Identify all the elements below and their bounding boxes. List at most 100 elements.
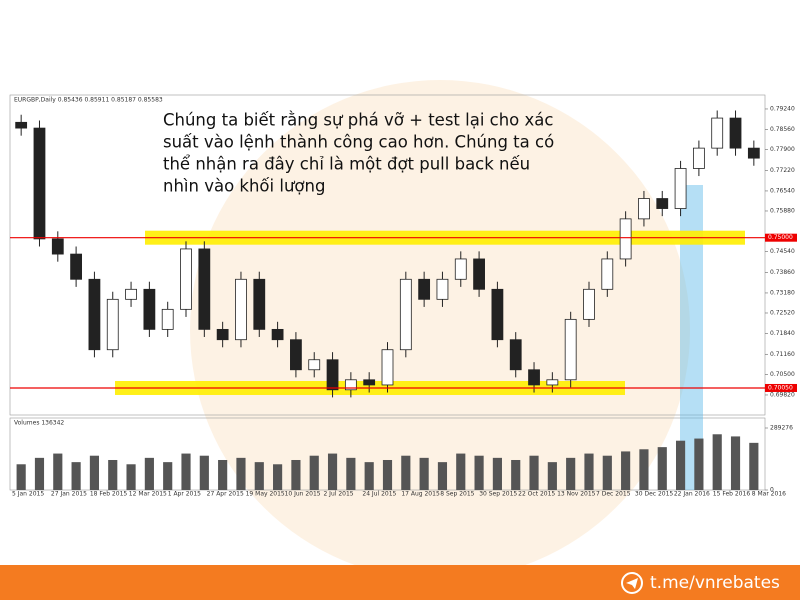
volume-bar (89, 455, 100, 490)
y-tick-label: 0.74540 (770, 248, 795, 255)
candle-body (491, 288, 504, 341)
candle-body (638, 198, 650, 220)
volume-bar (126, 464, 136, 490)
volume-bar (144, 457, 154, 490)
annotation-line: suất vào lệnh thành công cao hơn. Chúng … (163, 133, 554, 152)
candle-body (88, 278, 101, 351)
candle-body (674, 168, 687, 209)
x-tick-label: 19 May 2015 (246, 491, 285, 498)
candle-body (546, 379, 559, 386)
annotation-line: Chúng ta biết rằng sự phá vỡ + test lại … (163, 111, 553, 130)
volume-header: Volumes 136342 (14, 420, 64, 427)
candle-body (15, 121, 28, 129)
candle-body (216, 328, 229, 341)
watermark (190, 80, 690, 580)
candle-body (253, 278, 266, 330)
volume-bar (584, 453, 594, 490)
candle-body (198, 248, 211, 330)
y-tick-label: 0.76540 (770, 187, 795, 194)
x-tick-label: 15 Feb 2016 (713, 491, 751, 498)
volume-tick-label: 0 (770, 487, 774, 494)
x-tick-label: 10 Jun 2015 (285, 491, 321, 498)
candle-body (271, 328, 284, 341)
chart-header: EURGBP,Daily 0.85436 0.85911 0.85187 0.8… (14, 97, 163, 104)
volume-tick-label: 289276 (770, 425, 793, 432)
level-label: 0.70050 (768, 384, 793, 391)
candle-body (418, 278, 431, 300)
candle-body (601, 258, 614, 290)
candle-body (33, 127, 46, 240)
level-label-bg (765, 383, 797, 392)
volume-bar (602, 455, 612, 490)
candle-body (161, 308, 174, 330)
volume-bar (401, 455, 411, 490)
volume-bar (437, 462, 448, 490)
volume-bar (346, 457, 356, 490)
volume-bar (566, 457, 576, 490)
volume-bar (273, 464, 283, 490)
volume-bar (16, 464, 26, 490)
footer-link[interactable]: t.me/vnrebates (650, 573, 780, 593)
volume-bar (749, 442, 759, 490)
x-tick-label: 8 Mar 2016 (752, 491, 786, 498)
candle-body (51, 238, 64, 255)
candle-body (656, 198, 669, 209)
volume-bar (163, 462, 173, 490)
candle-body (399, 278, 412, 351)
x-tick-label: 8 Sep 2015 (440, 491, 474, 498)
candle-body (326, 359, 339, 391)
volume-bar (456, 453, 466, 490)
volume-bar (712, 434, 722, 490)
y-tick-label: 0.79240 (770, 105, 795, 112)
candle-body (528, 369, 540, 386)
annotation-line: nhìn vào khối lượng (163, 177, 325, 196)
x-tick-label: 17 Aug 2015 (401, 491, 440, 498)
volume-bar (53, 453, 63, 490)
volume-bar (34, 457, 45, 490)
candle-body (436, 278, 449, 300)
telegram-plane (626, 578, 638, 589)
y-tick-label: 0.77220 (770, 167, 795, 174)
x-tick-label: 13 Nov 2015 (557, 491, 596, 498)
y-tick-label: 0.78560 (770, 126, 795, 133)
candle-body (619, 218, 632, 260)
price-panel (9, 94, 766, 416)
volume-bar (291, 459, 301, 490)
candle-body (363, 379, 376, 386)
annotation: Chúng ta biết rằng sự phá vỡ + test lại … (163, 111, 554, 196)
volume-bar (529, 455, 539, 490)
footer-bar (0, 565, 800, 600)
x-tick-label: 5 Jan 2015 (12, 491, 44, 498)
level-label: 0.75000 (768, 234, 793, 241)
candle-body (509, 339, 522, 371)
volume-bar (199, 455, 209, 490)
x-tick-label: 27 Jan 2015 (51, 491, 87, 498)
candle-body (308, 359, 321, 371)
y-tick-label: 0.72520 (770, 309, 795, 316)
candle-body (711, 117, 724, 149)
annotation-line: thể nhận ra đây chỉ là một đợt pull back… (163, 155, 530, 174)
candle-body (235, 278, 247, 341)
x-tick-label: 30 Dec 2015 (635, 491, 674, 498)
volume-bar (382, 459, 393, 490)
y-tick-label: 0.71840 (770, 330, 795, 337)
volume-bar (621, 451, 631, 490)
volume-bar (236, 457, 246, 490)
volume-bar (547, 462, 557, 490)
x-tick-label: 12 Mar 2015 (129, 491, 167, 498)
volume-bar (327, 453, 338, 490)
candle-body (143, 288, 156, 330)
candle-body (729, 117, 742, 149)
x-tick-label: 27 Apr 2015 (207, 491, 244, 498)
x-tick-label: 30 Sep 2015 (479, 491, 517, 498)
volume-bar (730, 436, 741, 490)
y-tick-label: 0.71160 (770, 351, 795, 358)
volume-bar (71, 462, 81, 490)
level-label-bg (765, 233, 797, 242)
candle-body (125, 288, 137, 300)
x-tick-label: 7 Dec 2015 (596, 491, 631, 498)
x-tick-label: 22 Jan 2016 (674, 491, 710, 498)
candle-body (106, 298, 119, 351)
volume-bar (474, 455, 484, 490)
